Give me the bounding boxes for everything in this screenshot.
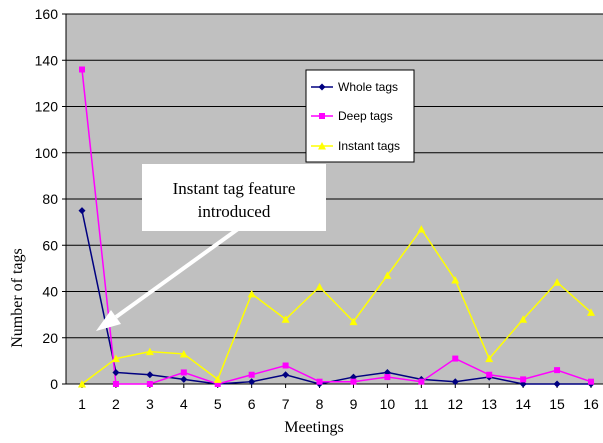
- legend-label: Deep tags: [338, 109, 393, 123]
- annotation-box: [142, 164, 326, 231]
- data-point-deep-tags: [554, 367, 561, 374]
- legend: Whole tags Deep tags Instant tags: [305, 69, 415, 163]
- data-point-deep-tags: [214, 381, 221, 387]
- data-point-deep-tags: [112, 381, 119, 387]
- data-point-deep-tags: [520, 376, 527, 383]
- y-tick-label: 20: [42, 330, 58, 346]
- annotation-arrow-head: [96, 310, 121, 331]
- x-tick-label: 16: [583, 396, 599, 412]
- data-point-whole-tags: [78, 207, 86, 215]
- annotation-line-2: introduced: [198, 202, 271, 221]
- x-tick-label: 11: [414, 396, 429, 412]
- data-point-whole-tags: [248, 378, 256, 386]
- legend-diamond-marker: [318, 83, 326, 91]
- x-tick-label: 15: [549, 396, 565, 412]
- series-line-instant-tags: [81, 227, 592, 385]
- data-point-instant-tags: [78, 380, 86, 388]
- y-axis-label: Number of tags: [9, 248, 26, 348]
- x-axis-label: Meetings: [284, 419, 344, 436]
- series-lines: [81, 69, 592, 385]
- data-point-instant-tags: [213, 375, 222, 383]
- data-point-instant-tags: [145, 347, 154, 356]
- data-point-deep-tags: [588, 378, 594, 385]
- data-point-whole-tags: [553, 380, 561, 388]
- data-point-deep-tags: [486, 371, 493, 378]
- annotation-arrow-shaft: [114, 227, 240, 319]
- data-point-deep-tags: [316, 378, 323, 385]
- annotation-line-1: Instant tag feature: [173, 179, 296, 198]
- y-tick-label: 40: [42, 284, 58, 300]
- legend-square-marker: [319, 113, 325, 119]
- data-point-instant-tags: [247, 289, 256, 298]
- x-tick-label: 1: [78, 396, 86, 412]
- data-point-deep-tags: [282, 362, 289, 369]
- data-point-deep-tags: [79, 66, 85, 73]
- data-point-instant-tags: [281, 315, 290, 323]
- y-tick-label: 160: [35, 6, 59, 22]
- series-line-deep-tags: [81, 69, 592, 385]
- data-point-whole-tags: [180, 375, 188, 383]
- x-tick-label: 14: [515, 396, 531, 412]
- data-point-instant-tags: [111, 354, 120, 363]
- data-point-deep-tags: [418, 378, 425, 385]
- y-tick-label: 140: [35, 52, 59, 68]
- x-tick-label: 7: [282, 396, 290, 412]
- x-tick-label: 3: [146, 396, 154, 412]
- x-tick-label: 4: [180, 396, 188, 412]
- data-point-whole-tags: [146, 371, 154, 379]
- data-point-deep-tags: [350, 378, 357, 385]
- data-point-whole-tags: [282, 371, 290, 379]
- legend-triangle-marker: [318, 142, 326, 150]
- y-tick-label: 120: [35, 99, 59, 115]
- series-markers: [78, 66, 595, 388]
- legend-entry-whole-tags: Whole tags: [311, 80, 398, 94]
- x-tick-labels: 1 2 3 4 5 6 7 8 9 10 11 12 13 14 15 16: [78, 384, 599, 412]
- data-point-whole-tags: [112, 368, 120, 376]
- data-point-instant-tags: [553, 278, 562, 286]
- y-tick-label: 60: [42, 237, 58, 253]
- data-point-instant-tags: [349, 317, 358, 326]
- annotation-callout: Instant tag feature introduced: [96, 164, 326, 331]
- series-line-whole-tags: [81, 210, 591, 385]
- data-point-instant-tags: [417, 225, 426, 233]
- x-tick-label: 12: [447, 396, 463, 412]
- data-point-deep-tags: [180, 369, 187, 376]
- data-point-instant-tags: [315, 282, 324, 291]
- data-point-instant-tags: [485, 354, 494, 363]
- data-point-whole-tags: [451, 378, 459, 386]
- data-point-deep-tags: [452, 355, 459, 362]
- data-point-instant-tags: [519, 315, 528, 323]
- x-tick-label: 2: [112, 396, 120, 412]
- x-tick-label: 5: [214, 396, 222, 412]
- x-tick-label: 10: [380, 396, 396, 412]
- y-tick-label: 80: [42, 191, 58, 207]
- legend-entry-instant-tags: Instant tags: [311, 139, 400, 153]
- y-tick-labels: 0 20 40 60 80 100 120 140 160: [35, 6, 66, 392]
- legend-label: Whole tags: [338, 80, 398, 94]
- y-tick-label: 0: [50, 376, 58, 392]
- y-tick-label: 100: [35, 145, 59, 161]
- legend-entry-deep-tags: Deep tags: [311, 109, 393, 123]
- data-point-instant-tags: [451, 275, 460, 284]
- x-tick-label: 8: [316, 396, 324, 412]
- data-point-instant-tags: [587, 308, 595, 316]
- legend-label: Instant tags: [338, 139, 400, 153]
- x-tick-label: 6: [248, 396, 256, 412]
- data-point-deep-tags: [248, 371, 255, 378]
- data-point-deep-tags: [146, 381, 153, 387]
- x-tick-label: 13: [481, 396, 497, 412]
- data-point-instant-tags: [179, 349, 188, 358]
- x-tick-label: 9: [350, 396, 358, 412]
- data-point-instant-tags: [383, 271, 392, 279]
- data-point-deep-tags: [384, 374, 391, 381]
